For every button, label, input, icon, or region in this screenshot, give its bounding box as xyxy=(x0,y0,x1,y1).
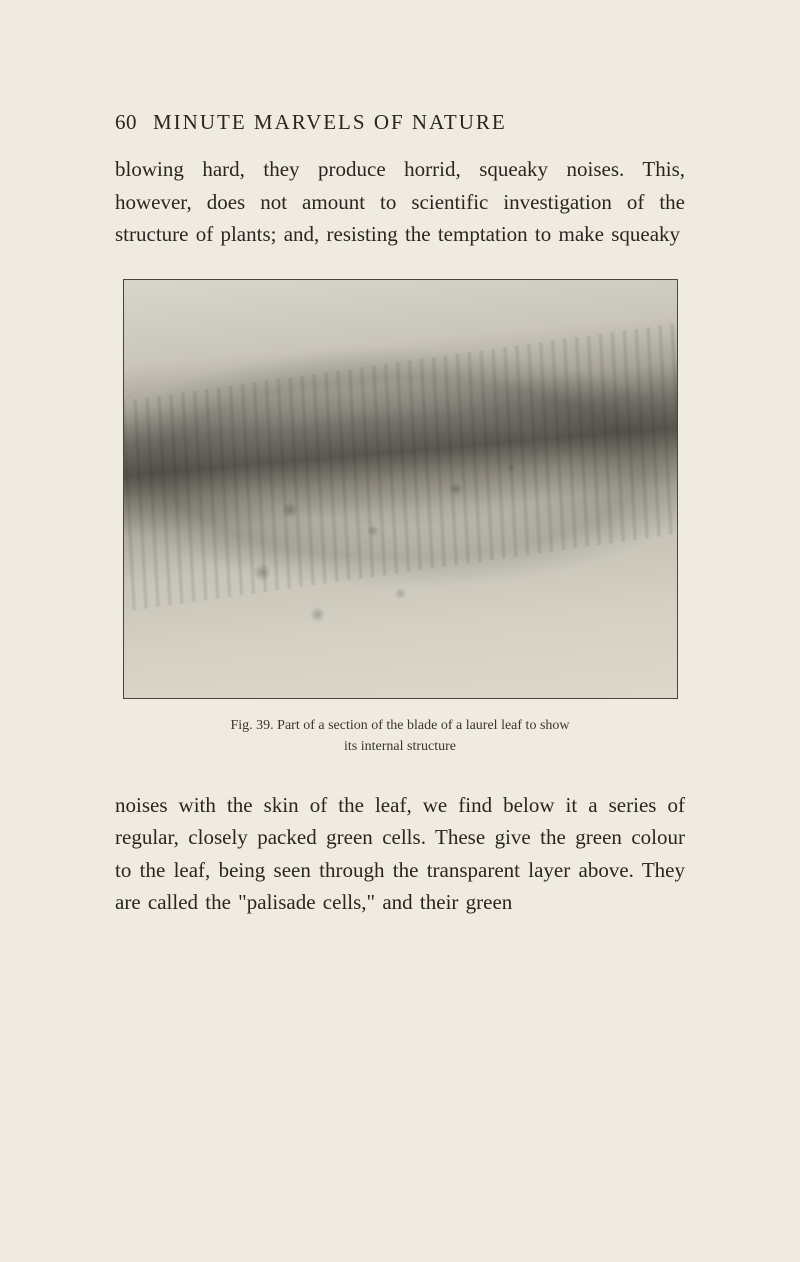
caption-line-1: Fig. 39. Part of a section of the blade … xyxy=(123,715,678,736)
page-header: 60 MINUTE MARVELS OF NATURE xyxy=(115,110,685,135)
page-title: MINUTE MARVELS OF NATURE xyxy=(153,110,507,134)
figure-container: Fig. 39. Part of a section of the blade … xyxy=(123,279,678,757)
figure-image xyxy=(123,279,678,699)
caption-line-2: its internal structure xyxy=(123,736,678,757)
figure-caption: Fig. 39. Part of a section of the blade … xyxy=(123,715,678,757)
page-number: 60 xyxy=(115,110,137,134)
body-paragraph-2: noises with the skin of the leaf, we fin… xyxy=(115,789,685,919)
body-paragraph-1: blowing hard, they produce horrid, squea… xyxy=(115,153,685,251)
